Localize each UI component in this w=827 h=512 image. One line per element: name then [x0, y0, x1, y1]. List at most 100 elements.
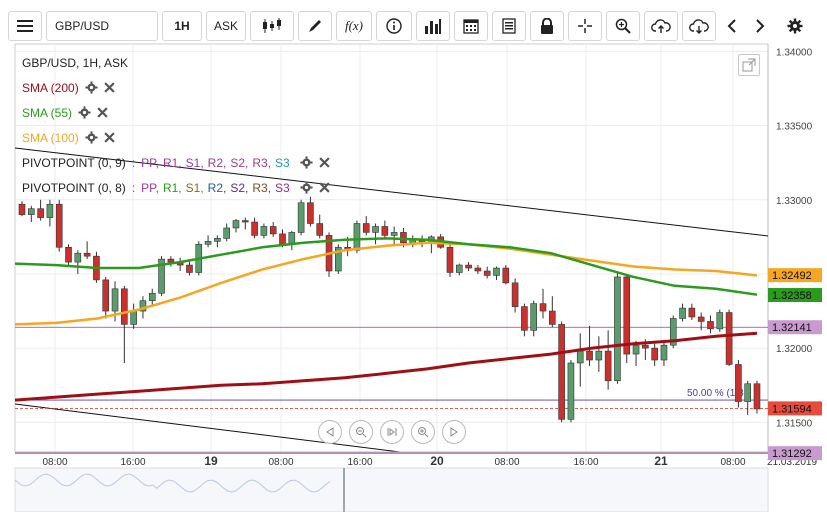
x-tick-label: 20 [430, 454, 444, 468]
pivot1-sep: : [131, 155, 136, 170]
candle [28, 208, 35, 215]
popout-icon [742, 58, 756, 72]
crosshair-icon [578, 19, 592, 33]
info-icon [386, 18, 402, 34]
candle [567, 362, 575, 420]
gear-icon[interactable] [85, 81, 98, 94]
candle [474, 267, 482, 272]
lock-button[interactable] [530, 11, 564, 41]
price-tag [768, 288, 822, 303]
candle [269, 226, 277, 235]
gear-icon[interactable] [300, 181, 313, 194]
price-type-select[interactable]: ASK [206, 11, 246, 41]
x-tick-label: 08:00 [720, 457, 745, 468]
candle [530, 303, 538, 331]
x-tick-label: 19 [204, 454, 218, 468]
candle [595, 350, 603, 361]
candle [316, 223, 324, 236]
draw-button[interactable] [298, 11, 332, 41]
triangle-right-icon [450, 427, 458, 437]
candle [632, 344, 640, 355]
x-tick-label: 21.03.2019 [767, 457, 817, 468]
calendar-button[interactable] [454, 11, 488, 41]
pivot-s3: S3 [275, 155, 290, 170]
fib-label: 50.00 % (1.31 [687, 388, 750, 399]
cloud-upload-icon [651, 19, 671, 33]
timeframe-select[interactable]: 1H [162, 11, 202, 41]
candle [483, 270, 491, 276]
chart-type-button[interactable] [250, 11, 294, 41]
legend-title: GBP/USD, 1H, ASK [22, 50, 330, 75]
legend-pivot1: PIVOTPOINT (0, 9) : PP, R1, S1, R2, S2, R3, S3 [22, 150, 330, 175]
candle [121, 288, 128, 325]
sma100-line [14, 241, 758, 326]
cloud-download-button[interactable] [682, 11, 716, 41]
price-tag-label: 1.32141 [772, 322, 812, 334]
gear-icon[interactable] [78, 106, 91, 119]
candle [139, 300, 147, 312]
scroll-right-button[interactable] [748, 11, 772, 41]
reset-view-button[interactable] [380, 420, 404, 444]
zoom-in-icon [418, 427, 429, 438]
pivot-r3: R3, [252, 180, 272, 195]
close-icon[interactable] [319, 182, 330, 193]
cloud-upload-button[interactable] [644, 11, 678, 41]
crosshair-button[interactable] [568, 11, 602, 41]
settings-button[interactable] [780, 11, 810, 41]
close-icon[interactable] [319, 157, 330, 168]
close-icon[interactable] [97, 107, 108, 118]
navigator-line [14, 473, 331, 493]
pivot-s1: S1, [185, 155, 204, 170]
chart-nav-controls [318, 420, 466, 444]
draw-icon [309, 20, 321, 32]
sma55-label: SMA (55) [22, 105, 73, 120]
zoom-out-button[interactable] [349, 420, 373, 444]
legend-sma55: SMA (55) [22, 100, 330, 125]
navigator [14, 467, 769, 512]
candle [400, 232, 407, 244]
pivot-s2: S2, [230, 180, 249, 195]
nav-back-button[interactable] [318, 420, 342, 444]
pivot-s1: S1, [185, 180, 204, 195]
candle [307, 202, 314, 224]
fx-icon: f(x) [344, 18, 364, 33]
menu-button[interactable] [8, 11, 42, 41]
candle [83, 252, 91, 257]
candle [539, 303, 547, 312]
nav-forward-button[interactable] [442, 420, 466, 444]
candle [65, 246, 72, 263]
price-tag [768, 446, 822, 461]
candle [586, 350, 593, 361]
y-tick-label: 1.32000 [776, 344, 813, 355]
scroll-left-button[interactable] [720, 11, 744, 41]
candle [493, 267, 500, 276]
symbol-select[interactable]: GBP/USD [46, 11, 158, 41]
gear-icon[interactable] [300, 156, 313, 169]
candlestick-icon [263, 18, 281, 33]
pivot-r3: R3, [252, 155, 272, 170]
x-tick-label: 16:00 [120, 457, 145, 468]
x-tick-label: 21 [654, 454, 668, 468]
zoom-in-button[interactable] [411, 420, 435, 444]
pivot-r1: R1, [162, 155, 182, 170]
candle [446, 246, 454, 273]
candle [288, 232, 296, 245]
fx-button[interactable]: f(x) [336, 11, 372, 41]
legend-pivot2: PIVOTPOINT (0, 8) : PP, R1, S1, R2, S2, R3, S3 [22, 175, 330, 200]
report-button[interactable] [492, 11, 526, 41]
info-button[interactable] [376, 11, 412, 41]
trend-line-upper [14, 147, 769, 237]
candle [688, 307, 696, 318]
volume-button[interactable] [416, 11, 450, 41]
gear-icon[interactable] [85, 131, 98, 144]
zoom-button[interactable] [606, 11, 640, 41]
candle [735, 364, 742, 402]
close-icon[interactable] [104, 82, 115, 93]
close-icon[interactable] [104, 132, 115, 143]
popout-button[interactable] [738, 54, 760, 76]
candle [241, 220, 249, 223]
y-tick-label: 1.33500 [776, 122, 813, 133]
sma200-label: SMA (200) [22, 80, 79, 95]
candle [390, 232, 398, 236]
